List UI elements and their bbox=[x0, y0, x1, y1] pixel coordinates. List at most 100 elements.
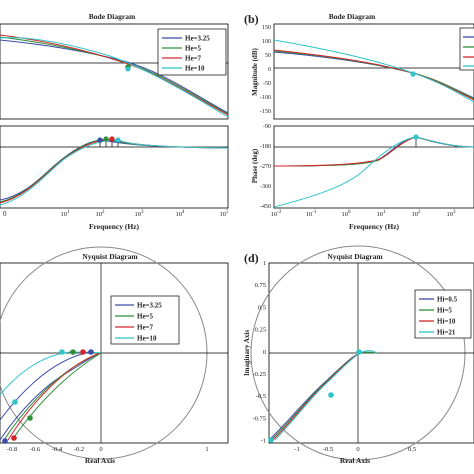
legend-label: Hi=10 bbox=[437, 318, 456, 326]
y-tick-label: 100 bbox=[262, 39, 271, 45]
nyquist-marker bbox=[268, 437, 274, 443]
panel-b-x-ticks: 10-2 10-1 100 101 102 103 bbox=[271, 210, 456, 218]
phase-series-line bbox=[0, 138, 229, 204]
panel-b-phase-ticks: -90 -180 -270 -360 -450 bbox=[260, 124, 271, 210]
nyquist-marker bbox=[11, 435, 17, 441]
y-tick-label: -360 bbox=[260, 184, 271, 190]
x-tick-label: 10-1 bbox=[306, 210, 317, 218]
y-tick-label: -150 bbox=[260, 109, 271, 115]
panel-c-xlabel: Real Axis bbox=[85, 456, 115, 465]
panel-b: (b) Bode Diagram Magnitude (dB) 150 100 50… bbox=[244, 12, 474, 231]
x-tick-label: 103 bbox=[447, 210, 457, 218]
x-tick-label: 102 bbox=[96, 210, 106, 218]
legend-label: He=3.25 bbox=[137, 302, 162, 310]
panel-d-ylabel: Imaginary Axis bbox=[243, 330, 251, 376]
nyquist-series-line bbox=[7, 352, 102, 441]
panel-b-title: Bode Diagram bbox=[329, 12, 376, 21]
y-tick-label: 0.25 bbox=[255, 327, 266, 334]
legend-label: He=7 bbox=[137, 324, 154, 332]
nyquist-marker bbox=[27, 415, 33, 421]
panel-a-phase-axes bbox=[0, 125, 229, 209]
panel-d-label: (d) bbox=[244, 251, 259, 265]
panel-c: Nyquist Diagram He=3.25 He=5 He=7 He=10 … bbox=[0, 246, 229, 465]
panel-a-phase-curves bbox=[0, 138, 229, 206]
panel-c-legend: He=3.25 He=5 He=7 He=10 bbox=[110, 295, 180, 345]
panel-d-curves bbox=[268, 349, 378, 443]
nyquist-series-line bbox=[270, 351, 377, 441]
y-tick-label: 0.75 bbox=[255, 282, 266, 289]
x-tick-label: 103 bbox=[135, 210, 145, 218]
y-tick-label: -1 bbox=[261, 438, 266, 445]
y-tick-label: -0.25 bbox=[252, 371, 266, 378]
y-tick-label: -100 bbox=[260, 95, 271, 101]
nyquist-marker bbox=[328, 392, 334, 398]
mag-series-line bbox=[273, 39, 474, 103]
panel-b-crossover-marker bbox=[410, 71, 416, 77]
phase-series-line bbox=[273, 136, 474, 208]
nyquist-marker bbox=[12, 399, 18, 405]
phase-series-line bbox=[0, 138, 229, 203]
panel-a-mag-axes bbox=[0, 23, 229, 120]
legend-label: He=10 bbox=[185, 65, 205, 73]
panel-a-mag-curves bbox=[0, 34, 229, 118]
x-tick-label: 1 bbox=[205, 446, 208, 453]
nyquist-series-line bbox=[274, 350, 378, 441]
panel-d-y-ticks: 1 0.75 0.5 0.25 0 -0.25 -0.5 -0.75 -1 bbox=[252, 260, 266, 445]
nyquist-series-line bbox=[0, 351, 91, 421]
y-tick-label: 50 bbox=[265, 53, 271, 59]
mag-series-line bbox=[273, 50, 474, 100]
nyquist-marker bbox=[356, 349, 362, 355]
panel-b-phase-curves bbox=[273, 136, 474, 208]
x-tick-label: -0.2 bbox=[74, 446, 84, 453]
x-tick: 0 bbox=[3, 210, 7, 218]
x-tick-label: 101 bbox=[377, 210, 387, 218]
x-tick-label: -1 bbox=[294, 446, 299, 453]
legend-label: Hi=5 bbox=[437, 307, 452, 315]
panel-a-title: Bode Diagram bbox=[89, 12, 136, 21]
panel-b-peak-marker bbox=[413, 134, 419, 140]
y-tick-label: -0.5 bbox=[256, 393, 266, 400]
nyquist-series-line bbox=[272, 352, 361, 441]
y-tick-label: -50 bbox=[263, 81, 271, 87]
x-tick-label: 0 bbox=[356, 446, 359, 453]
panel-d-legend: Hi=0.5 Hi=5 Hi=10 Hi=21 bbox=[414, 289, 472, 339]
panel-a-crossover-marker bbox=[125, 66, 131, 72]
x-tick-label: 0.5 bbox=[408, 446, 416, 453]
panel-c-x-ticks: -0.8 -0.6 -0.4 -0.2 0 1 bbox=[7, 446, 209, 453]
panel-a-peak-markers bbox=[97, 136, 121, 147]
nyquist-series-line bbox=[0, 352, 102, 441]
panel-d: (d) Nyquist Diagram Hi=0.5 Hi=5 Hi=10 Hi… bbox=[243, 245, 474, 465]
panel-b-mag-ticks: 150 100 50 0 -50 -100 -150 bbox=[260, 25, 271, 115]
nyquist-series-line bbox=[3, 352, 102, 441]
nyquist-marker bbox=[70, 349, 76, 355]
x-tick-label: -0.8 bbox=[7, 446, 17, 453]
legend-label: He=7 bbox=[185, 55, 202, 63]
legend-label: Hi=0.5 bbox=[437, 296, 458, 304]
y-tick-label: -0.75 bbox=[252, 415, 266, 422]
phase-series-line bbox=[0, 139, 229, 206]
panel-b-xlabel: Frequency (Hz) bbox=[349, 222, 400, 231]
legend-label: He=3.25 bbox=[185, 35, 210, 43]
panel-b-label: (b) bbox=[244, 12, 259, 26]
panel-b-legend bbox=[459, 27, 474, 71]
x-tick-label: -0.4 bbox=[52, 446, 63, 453]
mag-series-line bbox=[273, 49, 474, 101]
panel-d-xlabel: Real Axis bbox=[340, 456, 370, 465]
panel-d-x-ticks: -1 -0.5 0 0.5 bbox=[294, 446, 416, 453]
nyquist-series-line bbox=[0, 351, 102, 396]
panel-a-legend: He=3.25 He=5 He=7 He=10 bbox=[157, 28, 227, 76]
panel-a-xlabel: Frequency (Hz) bbox=[89, 222, 140, 231]
nyquist-marker bbox=[59, 349, 65, 355]
panel-c-title: Nyquist Diagram bbox=[82, 252, 138, 261]
legend-label: He=5 bbox=[185, 45, 202, 53]
x-tick-label: 101 bbox=[61, 210, 71, 218]
mag-series-line bbox=[273, 51, 474, 99]
x-tick-label: 100 bbox=[342, 210, 352, 218]
panel-d-title: Nyquist Diagram bbox=[327, 252, 383, 261]
x-tick-label: 102 bbox=[412, 210, 422, 218]
mag-series-line bbox=[0, 34, 229, 116]
y-tick-label: -180 bbox=[260, 144, 271, 150]
y-tick-label: 0 bbox=[268, 67, 271, 73]
phase-series-line bbox=[0, 139, 229, 201]
